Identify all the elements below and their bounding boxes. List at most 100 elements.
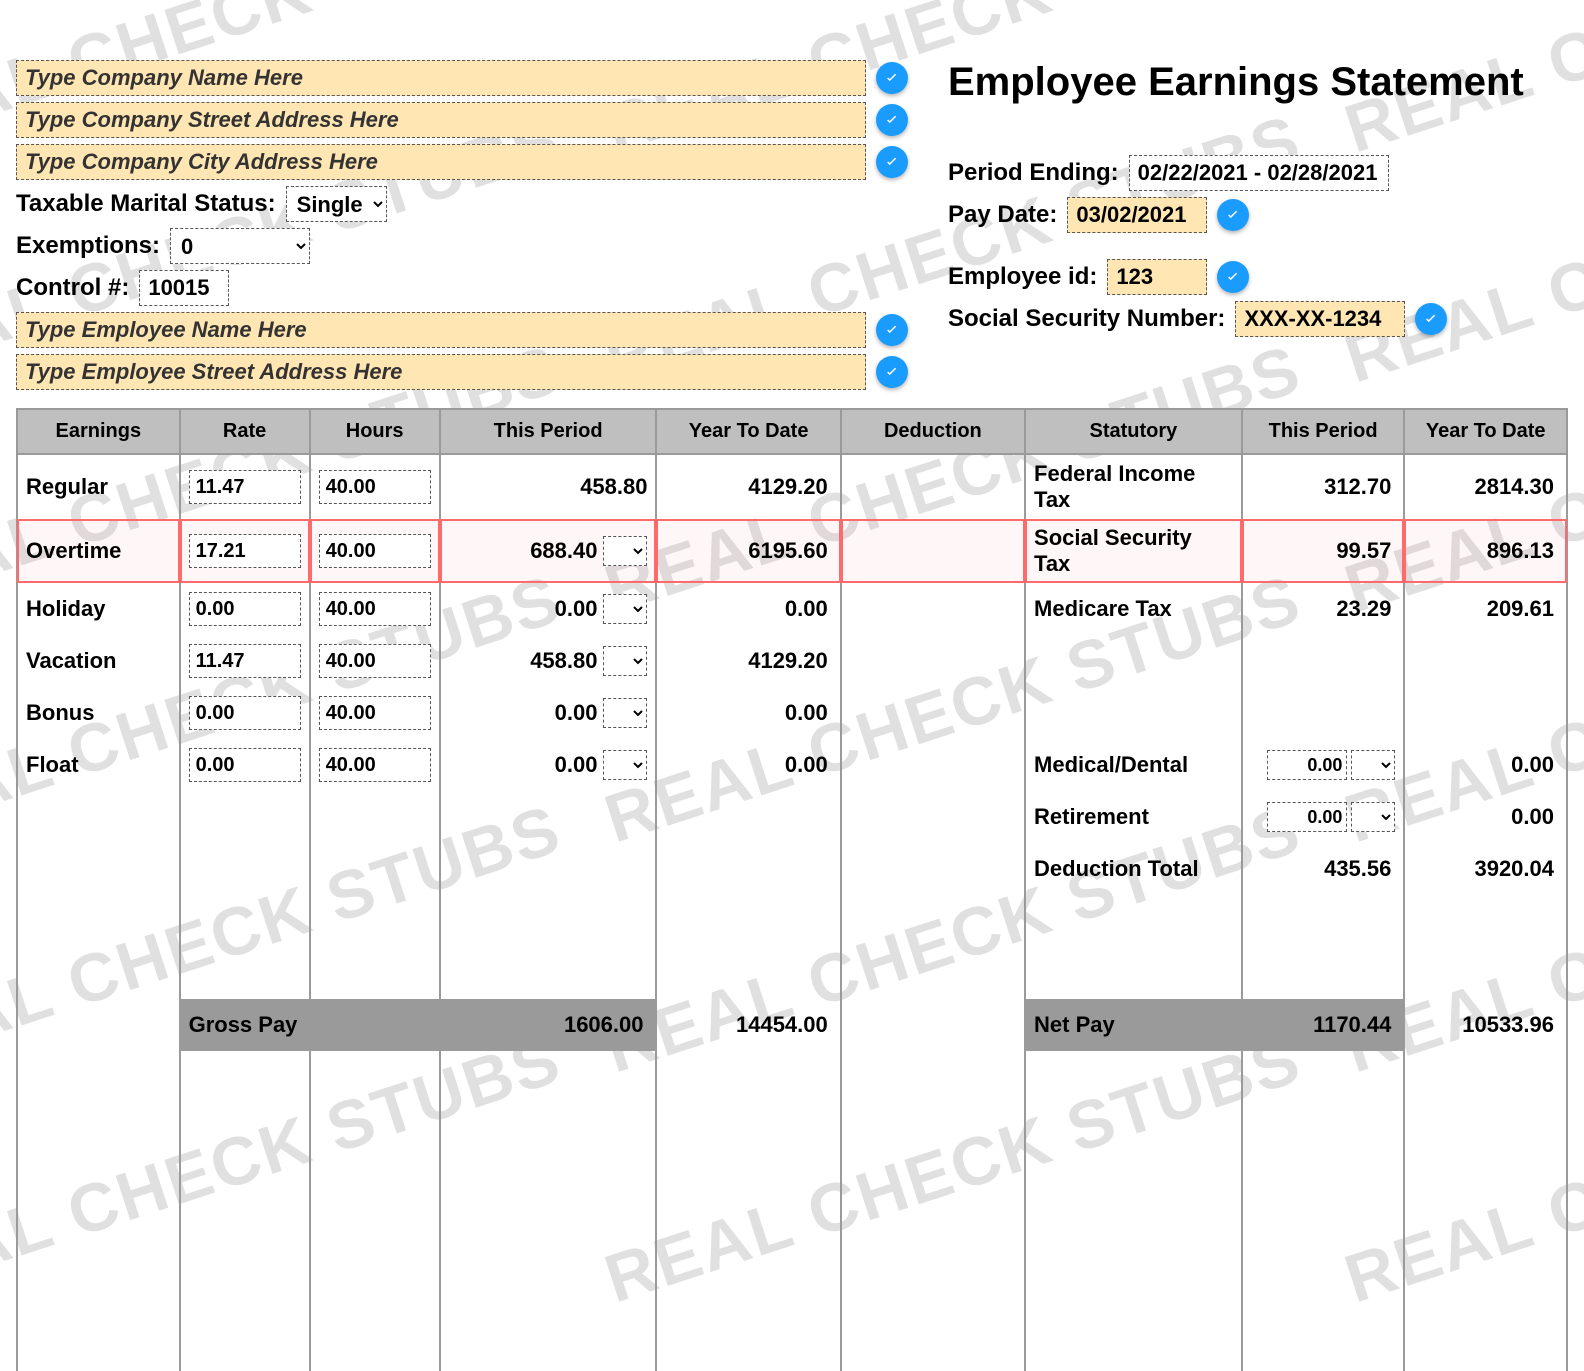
hours-input[interactable] <box>319 592 431 626</box>
row-dropdown[interactable] <box>603 750 647 780</box>
control-label: Control #: <box>16 274 129 302</box>
table-row <box>17 1131 1567 1211</box>
statutory-name: Retirement <box>1025 791 1242 843</box>
check-icon <box>1415 303 1447 335</box>
exemptions-select[interactable]: 0 <box>170 228 310 264</box>
pay-date-input[interactable] <box>1067 197 1207 233</box>
table-row: Overtime688.406195.60Social Security Tax… <box>17 519 1567 583</box>
deduction-input[interactable] <box>1267 802 1347 832</box>
deduction-dropdown[interactable] <box>1351 802 1395 832</box>
statutory-ytd: 3920.04 <box>1404 843 1567 895</box>
statutory-tp: 23.29 <box>1242 583 1405 635</box>
employee-street-input[interactable] <box>16 354 866 390</box>
gross-pay-label: Gross Pay <box>180 999 440 1051</box>
statutory-name: Social Security Tax <box>1025 519 1242 583</box>
net-pay-tp: 1170.44 <box>1242 999 1405 1051</box>
ssn-label: Social Security Number: <box>948 305 1225 333</box>
row-dropdown[interactable] <box>603 698 647 728</box>
hours-input[interactable] <box>319 696 431 730</box>
exemptions-label: Exemptions: <box>16 232 160 260</box>
th-rate: Rate <box>180 409 310 454</box>
rate-input[interactable] <box>189 748 301 782</box>
table-row: Retirement 0.00 <box>17 791 1567 843</box>
ytd-value: 6195.60 <box>656 519 840 583</box>
check-icon <box>876 356 908 388</box>
company-street-input[interactable] <box>16 102 866 138</box>
gross-pay-tp: 1606.00 <box>440 999 657 1051</box>
earning-name: Vacation <box>17 635 180 687</box>
employee-id-label: Employee id: <box>948 263 1097 291</box>
earning-name: Bonus <box>17 687 180 739</box>
ssn-input[interactable] <box>1235 301 1405 337</box>
hours-input[interactable] <box>319 470 431 504</box>
table-row <box>17 1291 1567 1371</box>
row-dropdown[interactable] <box>603 646 647 676</box>
period-ending-label: Period Ending: <box>948 159 1119 187</box>
ytd-value: 0.00 <box>656 583 840 635</box>
this-period-value: 688.40 <box>449 538 598 564</box>
marital-status-select[interactable]: Single <box>286 186 387 222</box>
paystub-table: Earnings Rate Hours This Period Year To … <box>16 408 1568 1371</box>
ytd-value: 4129.20 <box>656 454 840 519</box>
earning-name: Holiday <box>17 583 180 635</box>
company-city-input[interactable] <box>16 144 866 180</box>
company-name-input[interactable] <box>16 60 866 96</box>
statutory-name: Deduction Total <box>1025 843 1242 895</box>
check-icon <box>1217 261 1249 293</box>
th-hours: Hours <box>310 409 440 454</box>
th-this-period2: This Period <box>1242 409 1405 454</box>
period-ending-input[interactable] <box>1129 155 1389 191</box>
statutory-ytd: 896.13 <box>1404 519 1567 583</box>
row-dropdown[interactable] <box>603 536 647 566</box>
table-row: Regular458.804129.20Federal Income Tax31… <box>17 454 1567 519</box>
pay-date-label: Pay Date: <box>948 201 1057 229</box>
statutory-tp: 312.70 <box>1242 454 1405 519</box>
statutory-name: Medical/Dental <box>1025 739 1242 791</box>
this-period-value: 458.80 <box>449 648 598 674</box>
table-row: Deduction Total435.563920.04 <box>17 843 1567 895</box>
control-input[interactable] <box>139 270 229 306</box>
rate-input[interactable] <box>189 592 301 626</box>
this-period-value: 0.00 <box>449 752 598 778</box>
table-row <box>17 895 1567 947</box>
totals-row: Gross Pay 1606.00 14454.00 Net Pay 1170.… <box>17 999 1567 1051</box>
statutory-ytd: 209.61 <box>1404 583 1567 635</box>
gross-pay-ytd: 14454.00 <box>656 999 840 1051</box>
rate-input[interactable] <box>189 470 301 504</box>
deduction-input[interactable] <box>1267 750 1347 780</box>
ytd-value: 0.00 <box>656 739 840 791</box>
statutory-ytd: 0.00 <box>1404 739 1567 791</box>
check-icon <box>876 146 908 178</box>
check-icon <box>876 314 908 346</box>
marital-status-label: Taxable Marital Status: <box>16 190 276 218</box>
statutory-tp: 435.56 <box>1242 843 1405 895</box>
earning-name: Regular <box>17 454 180 519</box>
employee-id-input[interactable] <box>1107 259 1207 295</box>
table-row <box>17 1211 1567 1291</box>
net-pay-label: Net Pay <box>1025 999 1242 1051</box>
statutory-ytd: 0.00 <box>1404 791 1567 843</box>
table-row <box>17 947 1567 999</box>
hours-input[interactable] <box>319 644 431 678</box>
rate-input[interactable] <box>189 534 301 568</box>
th-this-period: This Period <box>440 409 657 454</box>
page-title: Employee Earnings Statement <box>948 60 1568 105</box>
hours-input[interactable] <box>319 748 431 782</box>
deduction-dropdown[interactable] <box>1351 750 1395 780</box>
employee-name-input[interactable] <box>16 312 866 348</box>
ytd-value: 0.00 <box>656 687 840 739</box>
table-row: Float0.000.00Medical/Dental0.00 <box>17 739 1567 791</box>
statutory-name: Federal Income Tax <box>1025 454 1242 519</box>
rate-input[interactable] <box>189 696 301 730</box>
ytd-value: 4129.20 <box>656 635 840 687</box>
net-pay-ytd: 10533.96 <box>1404 999 1567 1051</box>
th-deduction: Deduction <box>841 409 1025 454</box>
th-statutory: Statutory <box>1025 409 1242 454</box>
th-ytd: Year To Date <box>656 409 840 454</box>
this-period-value: 0.00 <box>449 700 598 726</box>
row-dropdown[interactable] <box>603 594 647 624</box>
check-icon <box>876 62 908 94</box>
hours-input[interactable] <box>319 534 431 568</box>
table-row: Bonus 0.00 0.00 <box>17 687 1567 739</box>
rate-input[interactable] <box>189 644 301 678</box>
